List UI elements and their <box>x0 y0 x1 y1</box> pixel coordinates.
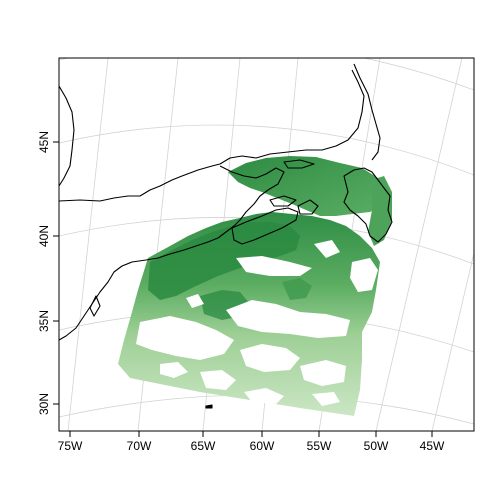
y-tick-label-30n: 30N <box>37 393 51 415</box>
meridian-75w <box>67 58 109 431</box>
ocean-data-layer <box>118 156 392 416</box>
coastline-layer <box>59 63 393 409</box>
newfoundland-data-patch <box>368 176 392 246</box>
y-tick-label-40n: 40N <box>37 225 51 247</box>
us-canada-border <box>59 163 221 202</box>
x-tick-label-75w: 75W <box>58 439 83 453</box>
x-tick-label-70w: 70W <box>127 439 152 453</box>
newfoundland-coast <box>343 167 393 243</box>
x-tick-label-45w: 45W <box>420 439 445 453</box>
meridian-50w <box>375 58 463 431</box>
parallel-45n <box>59 124 474 176</box>
cloud-gaps <box>136 240 378 406</box>
gulf-data-patch <box>228 156 386 216</box>
y-tick-label-35n: 35N <box>37 310 51 332</box>
cape-breton-coast <box>297 199 319 215</box>
shelf-dark-band <box>148 222 300 300</box>
x-tick-label-55w: 55W <box>307 439 332 453</box>
map-frame <box>58 57 475 432</box>
nova-scotia-coast <box>231 207 299 245</box>
parallel-50n <box>59 58 474 91</box>
slope-dark-blob <box>282 278 312 300</box>
labrador-coast <box>353 63 381 161</box>
bermuda-island <box>205 404 213 409</box>
anticosti-coast <box>283 159 315 169</box>
meridian-45w <box>431 251 474 431</box>
st-lawrence-south-shore <box>217 165 285 239</box>
x-tick-label-50w: 50W <box>364 439 389 453</box>
new-england-coast <box>59 237 219 341</box>
st-lawrence-north-shore <box>219 69 365 165</box>
y-tick-label-45n: 45N <box>37 131 51 153</box>
x-tick-label-65w: 65W <box>191 439 216 453</box>
pei-coast <box>269 195 297 207</box>
chesapeake-coast <box>89 295 101 317</box>
x-tick-label-60w: 60W <box>250 439 275 453</box>
hudson-region-coast <box>59 85 75 187</box>
